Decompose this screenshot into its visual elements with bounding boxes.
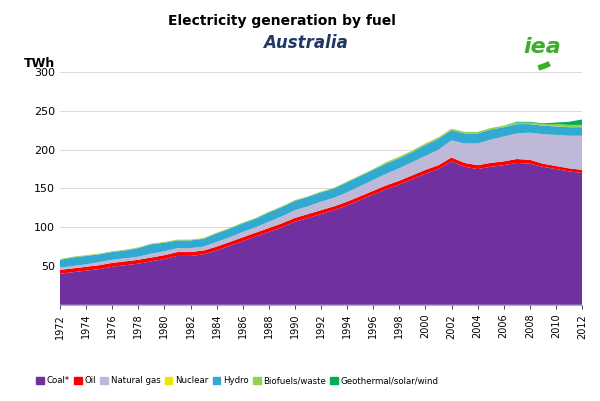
- Text: TWh: TWh: [23, 57, 55, 70]
- Text: Australia: Australia: [263, 34, 348, 53]
- Text: iea: iea: [524, 37, 562, 57]
- Legend: Coal*, Oil, Natural gas, Nuclear, Hydro, Biofuels/waste, Geothermal/solar/wind: Coal*, Oil, Natural gas, Nuclear, Hydro,…: [33, 373, 442, 389]
- Text: Electricity generation by fuel: Electricity generation by fuel: [168, 14, 396, 28]
